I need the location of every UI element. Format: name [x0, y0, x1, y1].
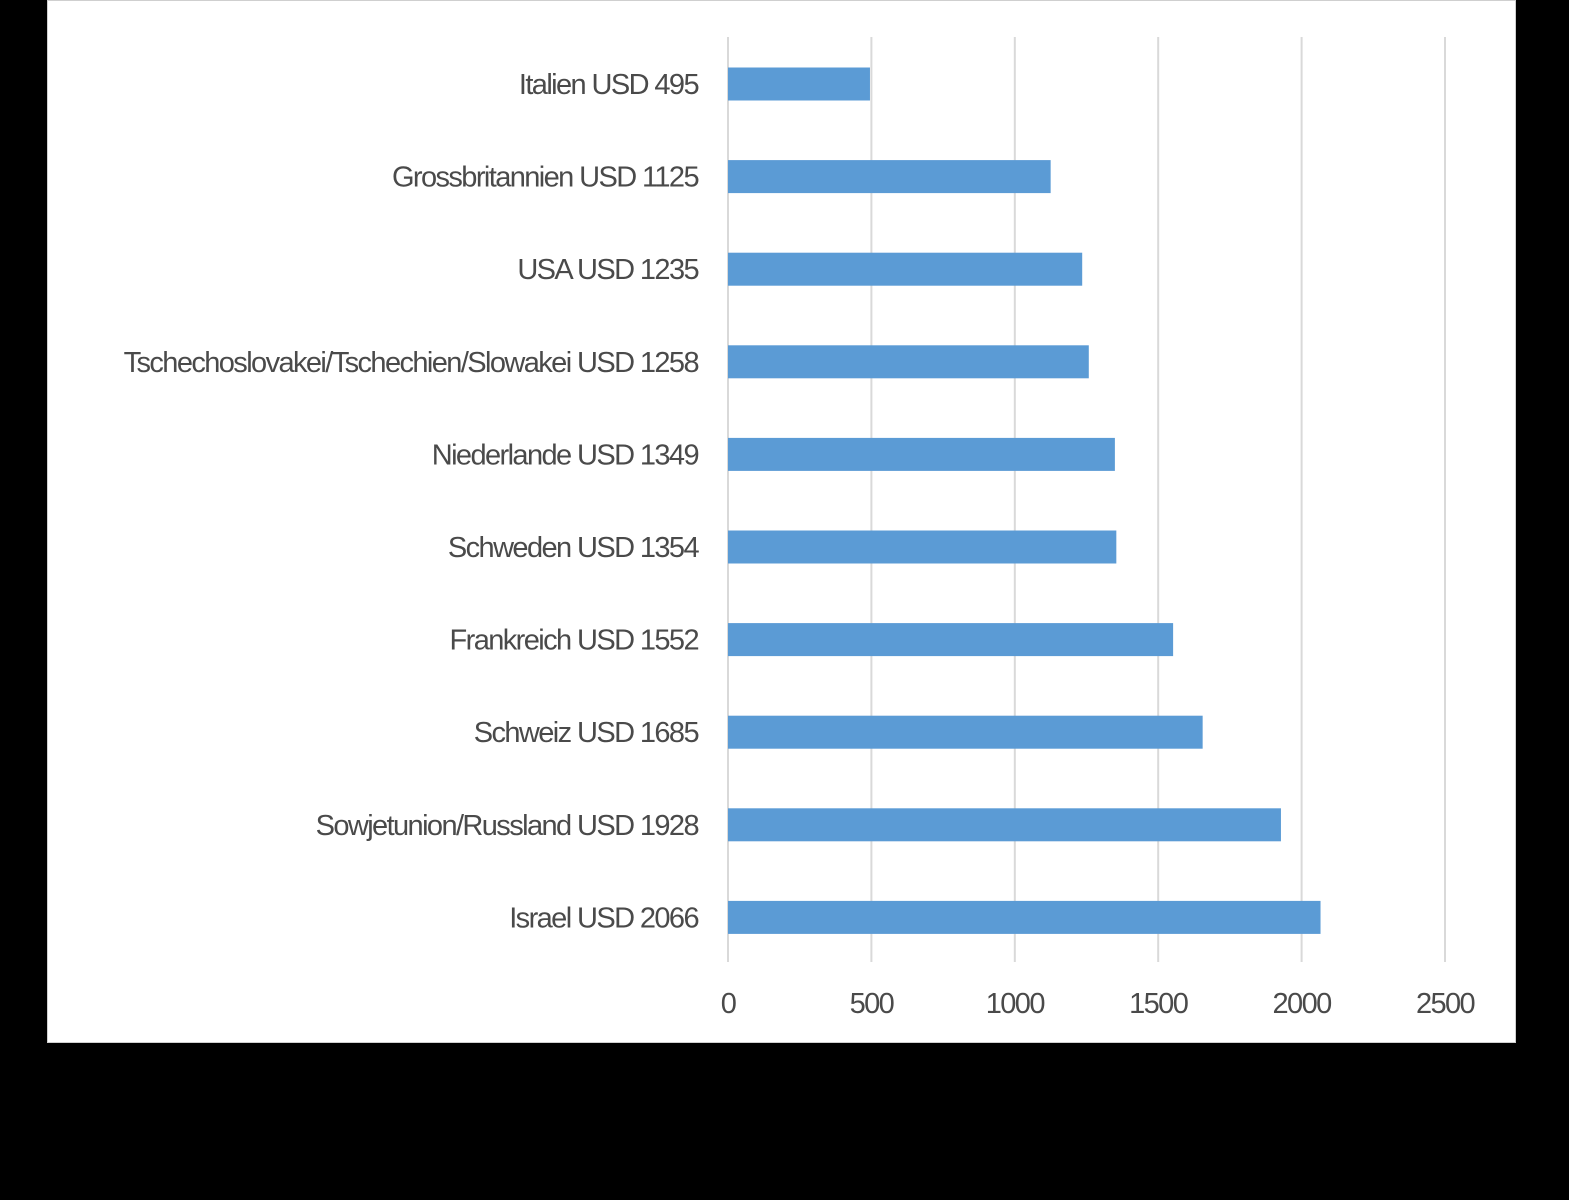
- bars: [728, 67, 1321, 934]
- bar-2: [728, 160, 1051, 194]
- x-tick-label-1000: 1000: [986, 988, 1045, 1020]
- bar-4: [728, 345, 1089, 379]
- category-label-6: Schweden USD 1354: [448, 532, 700, 564]
- x-tick-label-0: 0: [721, 988, 736, 1020]
- category-label-2: Grossbritannien USD 1125: [392, 162, 698, 194]
- category-label-10: Israel USD 2066: [509, 902, 698, 934]
- bar-1: [728, 67, 870, 101]
- bar-3: [728, 252, 1083, 286]
- bar-9: [728, 808, 1281, 842]
- x-axis-ticks: 0 500 1000 1500 2000 2500: [721, 988, 1476, 1020]
- category-label-1: Italien USD 495: [519, 69, 699, 101]
- category-label-4: Tschechoslovakei/Tschechien/Slowakei USD…: [124, 347, 699, 379]
- category-labels: Italien USD 495 Grossbritannien USD 1125 U…: [124, 69, 701, 934]
- x-tick-label-2000: 2000: [1273, 988, 1332, 1020]
- category-label-8: Schweiz USD 1685: [474, 717, 699, 749]
- x-tick-label-2500: 2500: [1416, 988, 1475, 1020]
- category-label-3: USA USD 1235: [517, 254, 698, 286]
- x-tick-label-500: 500: [850, 988, 894, 1020]
- category-label-7: Frankreich USD 1552: [450, 625, 699, 657]
- bar-8: [728, 715, 1203, 749]
- x-tick-label-1500: 1500: [1129, 988, 1188, 1020]
- bar-10: [728, 900, 1321, 934]
- bar-5: [728, 437, 1115, 471]
- category-label-9: Sowjetunion/Russland USD 1928: [316, 810, 699, 842]
- category-label-5: Niederlande USD 1349: [432, 439, 699, 471]
- bar-7: [728, 623, 1174, 657]
- bar-6: [728, 530, 1117, 564]
